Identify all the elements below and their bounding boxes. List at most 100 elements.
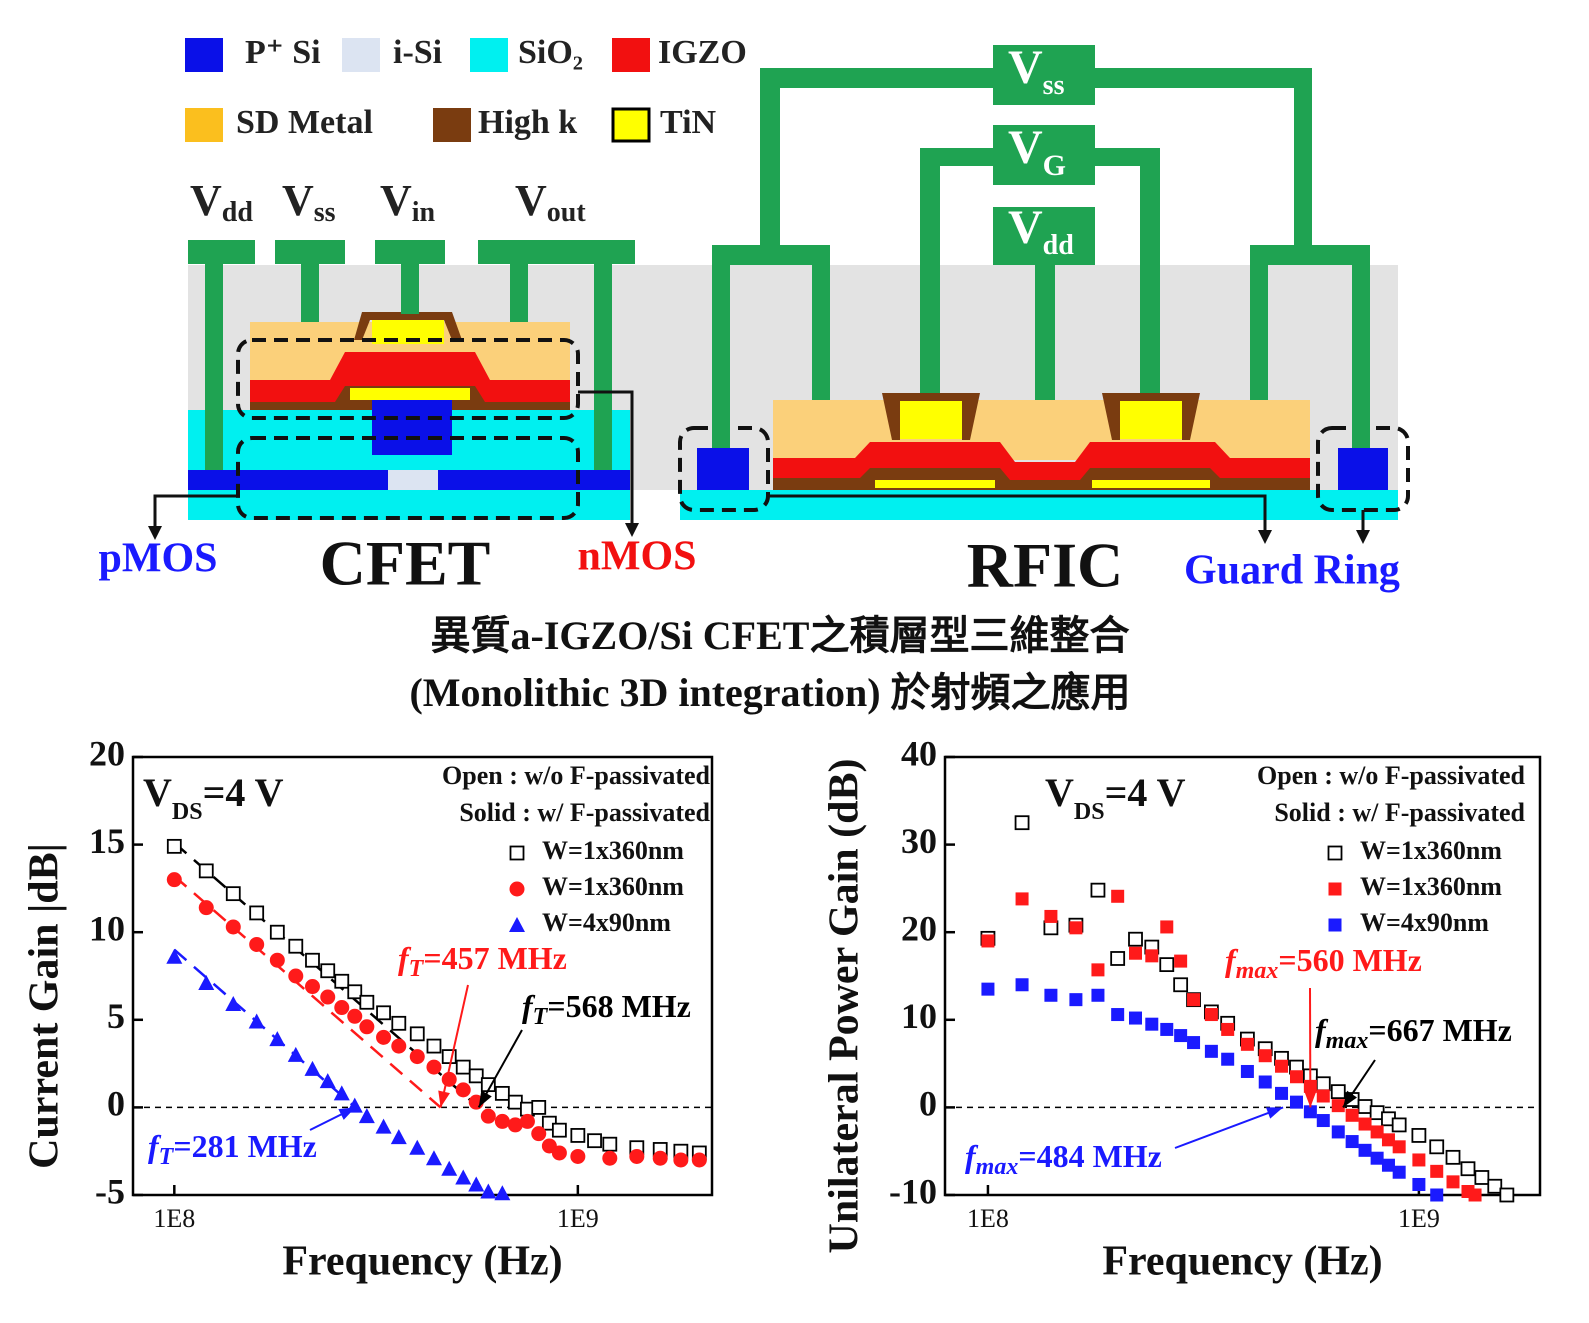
marker	[1358, 1117, 1372, 1131]
y-tick-label: 10	[89, 908, 125, 948]
tin-gate	[1120, 401, 1182, 439]
annotation: fT=281 MHz	[148, 1128, 317, 1169]
legend-label: TiN	[660, 104, 717, 141]
marker	[1258, 1049, 1272, 1063]
marker	[1174, 954, 1188, 968]
swatch	[612, 38, 650, 72]
marker	[166, 838, 182, 854]
marker	[376, 1029, 392, 1045]
marker	[1129, 1011, 1143, 1025]
marker	[1275, 1086, 1289, 1100]
arrowhead	[478, 1090, 492, 1108]
wire	[1140, 148, 1160, 393]
condition-text: =4 V	[1105, 770, 1186, 815]
annotation-text: =667 MHz	[1368, 1012, 1512, 1048]
fit-line	[173, 841, 480, 1109]
legend-label: SiO₂	[518, 34, 583, 71]
wire	[478, 240, 635, 264]
marker	[1411, 1128, 1427, 1143]
marker	[1015, 892, 1029, 906]
annotation-subscript: T	[159, 1144, 175, 1170]
annotation-symbol: f	[1315, 1012, 1329, 1048]
marker	[1145, 949, 1159, 963]
annotation-arrow	[439, 984, 469, 1108]
marker	[1316, 1114, 1330, 1128]
marker	[1129, 946, 1143, 960]
marker	[333, 1085, 350, 1101]
arrowhead	[625, 523, 639, 537]
wire	[1294, 68, 1312, 250]
marker	[426, 1059, 442, 1075]
marker	[1345, 1135, 1359, 1149]
marker	[269, 952, 285, 968]
condition-label: VDS=4 V	[1045, 770, 1186, 824]
marker	[391, 1038, 407, 1054]
arrowhead	[1265, 1107, 1284, 1119]
marker	[1204, 1008, 1218, 1022]
marker	[305, 952, 320, 968]
marker	[198, 863, 214, 879]
terminal-label: Vss	[282, 176, 336, 228]
condition-subscript: DS	[1074, 799, 1105, 825]
gate	[350, 388, 470, 400]
marker	[468, 1068, 484, 1084]
annotation-text: =560 MHz	[1278, 942, 1422, 978]
guard-ring	[697, 448, 749, 490]
marker	[225, 996, 242, 1012]
wire	[1352, 245, 1370, 448]
marker	[551, 1145, 567, 1161]
marker	[1381, 1133, 1395, 1147]
marker	[981, 982, 995, 996]
marker	[288, 938, 304, 954]
wire	[375, 240, 445, 264]
x-axis-title: Frequency (Hz)	[282, 1239, 562, 1285]
y-axis-title: Current Gain |dB|	[22, 843, 68, 1169]
i-si	[388, 470, 438, 490]
annotation-subscript: max	[976, 1154, 1019, 1180]
pointer	[578, 390, 634, 525]
marker	[166, 872, 182, 888]
marker	[304, 979, 320, 995]
marker	[334, 973, 350, 989]
annotation-text: =281 MHz	[173, 1128, 317, 1164]
annotation-subscript: max	[1236, 958, 1279, 984]
marker	[198, 900, 214, 916]
marker	[1221, 1052, 1235, 1066]
y-tick-label: 20	[901, 908, 937, 948]
marker	[320, 963, 336, 979]
marker	[570, 1148, 586, 1164]
legend-label: W=1x360nm	[542, 872, 684, 901]
annotation-symbol: f	[148, 1128, 162, 1164]
marker	[409, 1139, 426, 1155]
condition-subscript: DS	[172, 799, 203, 825]
legend-label: W=4x90nm	[1360, 908, 1489, 937]
wire	[594, 264, 612, 470]
arrowhead	[148, 526, 162, 540]
label: nMOS	[577, 534, 696, 580]
wire	[401, 264, 419, 314]
legend-label: i-Si	[393, 34, 442, 71]
marker	[1145, 1017, 1159, 1031]
marker	[359, 994, 375, 1010]
legend-note: Open : w/o F-passivated	[442, 761, 711, 790]
marker	[441, 1071, 457, 1087]
x-tick-label: 1E9	[557, 1204, 599, 1233]
y-tick-label: 0	[107, 1084, 125, 1124]
terminal-label: Vout	[515, 176, 586, 228]
legend-note: Open : w/o F-passivated	[1257, 761, 1526, 790]
marker	[551, 1122, 567, 1138]
marker	[691, 1152, 707, 1168]
marker	[1460, 1161, 1476, 1177]
swatch	[342, 38, 380, 72]
y-tick-label: 5	[107, 996, 125, 1036]
wire	[1035, 260, 1055, 400]
igzo	[250, 352, 570, 410]
legend-marker	[509, 917, 525, 932]
legend-label: SD Metal	[236, 104, 373, 141]
marker	[1445, 1149, 1461, 1165]
annotation-subscript: T	[533, 1004, 549, 1030]
high-k	[1102, 393, 1200, 440]
legend-label: IGZO	[658, 34, 747, 71]
marker	[1187, 993, 1201, 1007]
